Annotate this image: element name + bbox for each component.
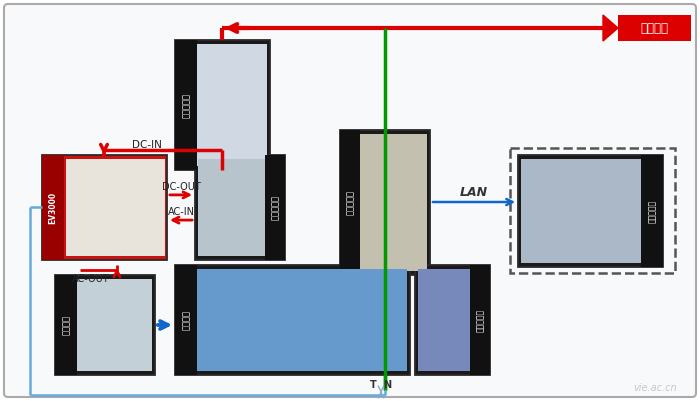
Text: vie.ac.cn: vie.ac.cn	[634, 383, 677, 393]
Bar	[340, 130, 360, 275]
Bar	[510, 148, 675, 273]
Bar	[175, 40, 197, 170]
FancyBboxPatch shape	[4, 4, 696, 397]
Bar	[42, 155, 167, 260]
Text: 加载测功机: 加载测功机	[475, 308, 484, 332]
Bar	[198, 159, 265, 256]
Bar	[197, 269, 407, 371]
Bar	[55, 275, 155, 375]
Bar	[641, 155, 663, 267]
Bar	[55, 275, 77, 375]
Text: 电池模拟器: 电池模拟器	[181, 93, 190, 117]
Text: AC-IN: AC-IN	[167, 207, 195, 217]
Bar	[175, 265, 197, 375]
FancyBboxPatch shape	[618, 15, 691, 41]
Bar	[418, 269, 470, 371]
Text: 水冷系统: 水冷系统	[62, 315, 71, 335]
Polygon shape	[603, 15, 618, 41]
Bar	[175, 40, 270, 170]
Text: 测功机控制: 测功机控制	[346, 190, 354, 215]
Text: N: N	[383, 380, 391, 390]
Text: DC-IN: DC-IN	[132, 140, 162, 150]
Bar	[521, 159, 641, 263]
Bar	[415, 265, 490, 375]
Bar	[518, 155, 663, 267]
Bar	[360, 134, 427, 271]
Text: AC-OUT: AC-OUT	[72, 274, 110, 284]
Bar	[195, 155, 285, 260]
Bar	[42, 155, 64, 260]
Bar	[66, 159, 165, 256]
Bar	[470, 265, 490, 375]
Text: LAN: LAN	[460, 186, 488, 198]
Text: 被试电机: 被试电机	[181, 310, 190, 330]
Bar	[197, 44, 267, 166]
Bar	[77, 279, 152, 371]
Text: T: T	[370, 380, 377, 390]
Text: 电机控制器: 电机控制器	[270, 195, 279, 220]
Bar	[175, 265, 410, 375]
Bar	[340, 130, 430, 275]
Bar	[265, 155, 285, 260]
Text: DC-OUT: DC-OUT	[162, 182, 200, 192]
Text: 试验上位机: 试验上位机	[648, 199, 657, 223]
Text: EV3000: EV3000	[48, 191, 57, 224]
Text: 电源进线: 电源进线	[640, 22, 668, 34]
